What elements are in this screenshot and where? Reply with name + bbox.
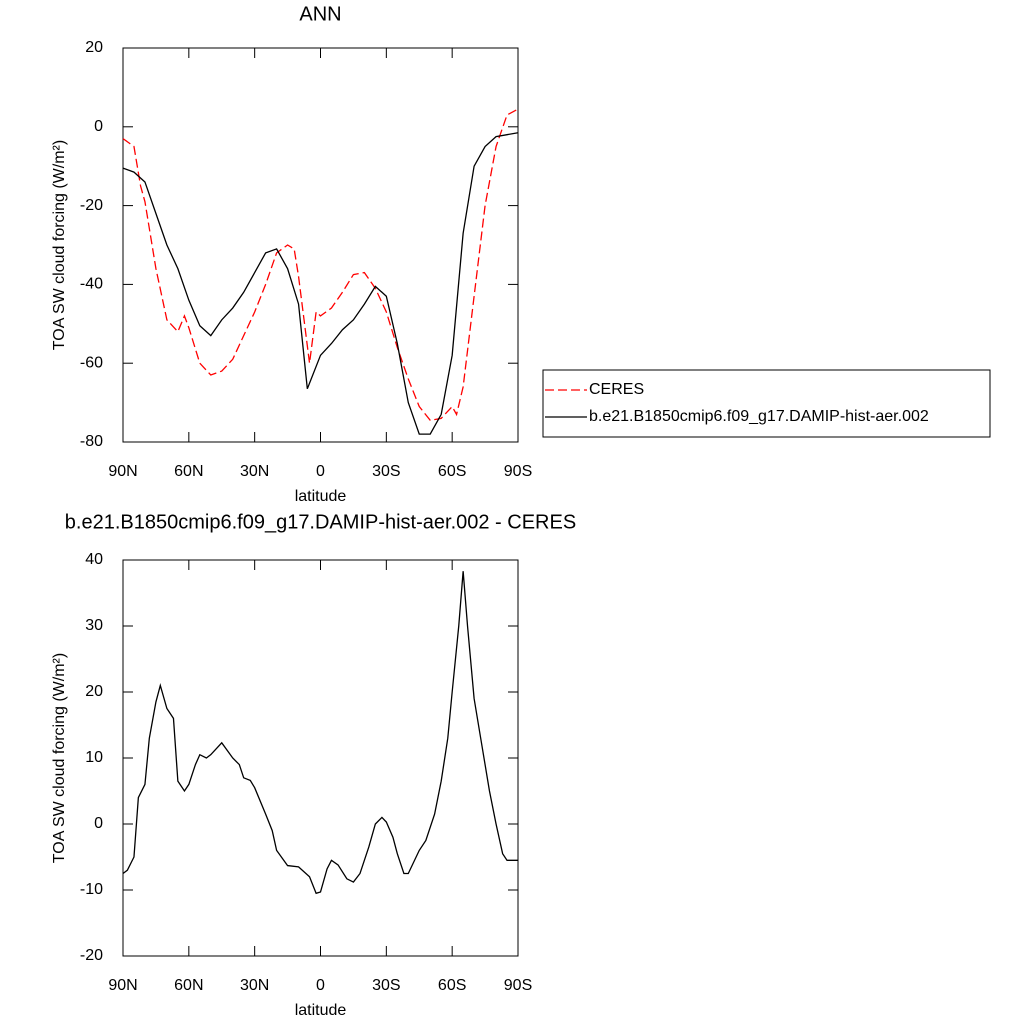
- y-tick-label: 10: [85, 749, 103, 766]
- x-tick-label: 0: [316, 977, 325, 994]
- x-tick-label: 30S: [372, 463, 400, 480]
- x-tick-label: 90N: [108, 977, 137, 994]
- x-tick-label: 90S: [504, 977, 532, 994]
- y-tick-label: 20: [85, 39, 103, 56]
- y-tick-label: 20: [85, 683, 103, 700]
- x-tick-label: 30N: [240, 463, 269, 480]
- x-tick-label: 60S: [438, 977, 466, 994]
- plot-frame: [122, 47, 519, 443]
- y-tick-label: 0: [94, 815, 103, 832]
- x-tick-label: 90S: [504, 463, 532, 480]
- chart-title: b.e21.B1850cmip6.f09_g17.DAMIP-hist-aer.…: [65, 511, 576, 533]
- y-tick-label: 30: [85, 617, 103, 634]
- y-tick-label: -40: [80, 276, 103, 293]
- x-axis-label: latitude: [295, 1002, 347, 1019]
- data-line: [122, 132, 519, 435]
- y-tick-label: 40: [85, 551, 103, 568]
- legend: CERES b.e21.B1850cmip6.f09_g17.DAMIP-hist…: [542, 369, 991, 438]
- x-tick-label: 90N: [108, 463, 137, 480]
- legend-label: CERES: [589, 381, 644, 398]
- y-tick-label: -60: [80, 354, 103, 371]
- x-tick-label: 60N: [174, 463, 203, 480]
- y-tick-label: -80: [80, 433, 103, 450]
- chart: b.e21.B1850cmip6.f09_g17.DAMIP-hist-aer.…: [51, 511, 576, 1019]
- chart: ANN latitude TOA SW cloud forcing (W/m²) -8…: [51, 3, 991, 505]
- x-tick-label: 60S: [438, 463, 466, 480]
- x-tick-label: 30S: [372, 977, 400, 994]
- x-tick-label: 30N: [240, 977, 269, 994]
- y-tick-label: -20: [80, 947, 103, 964]
- y-tick-label: -10: [80, 881, 103, 898]
- x-tick-label: 60N: [174, 977, 203, 994]
- y-tick-label: 0: [94, 118, 103, 135]
- data-line: [122, 571, 518, 895]
- legend-label: b.e21.B1850cmip6.f09_g17.DAMIP-hist-aer.…: [589, 408, 929, 425]
- x-axis-label: latitude: [295, 488, 347, 505]
- y-axis-label: TOA SW cloud forcing (W/m²): [51, 140, 68, 350]
- data-line: [122, 108, 519, 422]
- y-axis-label: TOA SW cloud forcing (W/m²): [51, 653, 68, 863]
- legend-box: [542, 369, 991, 438]
- y-tick-label: -20: [80, 197, 103, 214]
- chart-title: ANN: [299, 3, 341, 25]
- x-tick-label: 0: [316, 463, 325, 480]
